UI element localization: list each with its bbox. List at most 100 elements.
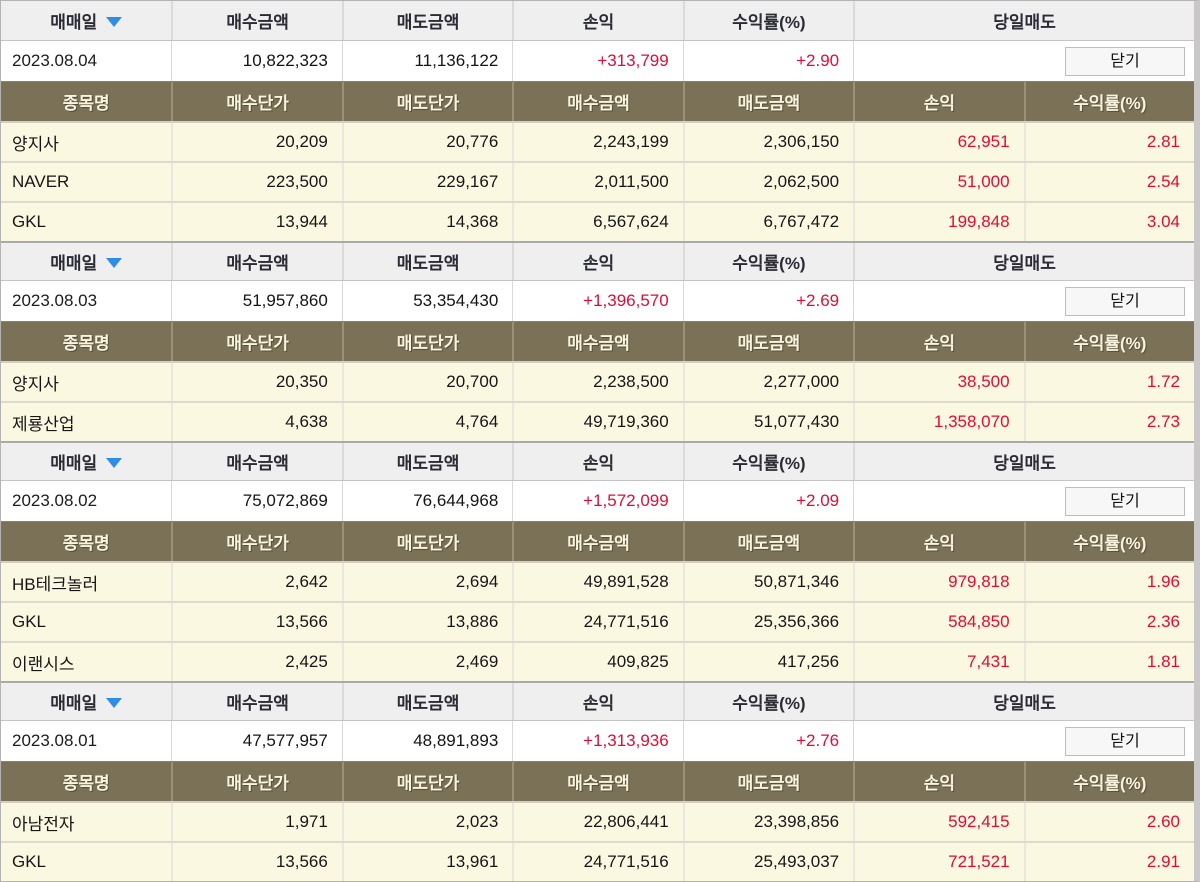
rate-total-value: +2.76 [682, 721, 853, 761]
buy-price-value: 223,500 [171, 163, 341, 201]
buy-amount-value: 24,771,516 [512, 843, 682, 881]
col-header-sell-amount: 매도금액 [682, 762, 853, 801]
rate-value: 1.72 [1023, 363, 1194, 401]
profit-value: 592,415 [853, 803, 1023, 841]
buy-amount-value: 6,567,624 [512, 203, 682, 241]
col-header-profit-total: 손익 [512, 1, 682, 40]
sell-amount-value: 6,767,472 [682, 203, 853, 241]
stock-row: 양지사 20,350 20,700 2,238,500 2,277,000 38… [1, 361, 1194, 401]
trade-date-value: 2023.08.03 [12, 291, 98, 310]
col-header-sell-price: 매도단가 [341, 522, 512, 561]
trade-date-value: 2023.08.04 [12, 51, 98, 70]
col-header-rate: 수익률(%) [1023, 82, 1194, 121]
day-summary-row: 2023.08.04 10,822,323 11,136,122 +313,79… [1, 41, 1194, 81]
buy-amount-value: 49,891,528 [512, 563, 682, 601]
sell-total-value: 76,644,968 [341, 481, 512, 521]
stock-row: NAVER 223,500 229,167 2,011,500 2,062,50… [1, 161, 1194, 201]
col-header-stock-name: 종목명 [62, 334, 110, 353]
buy-total-value: 75,072,869 [171, 481, 341, 521]
stock-row: 제룡산업 4,638 4,764 49,719,360 51,077,430 1… [1, 401, 1194, 441]
col-header-trade-date[interactable]: 매매일 [1, 243, 171, 280]
profit-value: 7,431 [853, 643, 1023, 681]
col-header-same-day-sell: 당일매도 [853, 1, 1194, 40]
sort-desc-icon[interactable] [106, 258, 123, 268]
col-header-trade-date[interactable]: 매매일 [1, 683, 171, 720]
profit-value: 62,951 [853, 123, 1023, 161]
col-header-buy-total: 매수금액 [171, 243, 341, 280]
trade-day-section: 매매일 매수금액 매도금액 손익 수익률(%) 당일매도 2023.08.01 … [1, 681, 1194, 881]
col-header-sell-total: 매도금액 [341, 243, 512, 280]
col-header-rate-total: 수익률(%) [682, 683, 853, 720]
col-header-trade-date[interactable]: 매매일 [1, 1, 171, 40]
col-header-buy-price: 매수단가 [171, 522, 341, 561]
stock-name: 양지사 [12, 374, 59, 394]
close-button[interactable]: 닫기 [1065, 486, 1185, 516]
profit-value: 38,500 [853, 363, 1023, 401]
sort-desc-icon[interactable] [106, 698, 123, 708]
rate-value: 2.60 [1023, 803, 1194, 841]
close-button[interactable]: 닫기 [1065, 286, 1185, 316]
col-header-sell-price: 매도단가 [341, 762, 512, 801]
rate-value: 2.81 [1023, 123, 1194, 161]
buy-price-value: 1,971 [171, 803, 341, 841]
buy-price-value: 2,642 [171, 563, 341, 601]
col-header-sell-total: 매도금액 [341, 1, 512, 40]
col-header-trade-date[interactable]: 매매일 [1, 443, 171, 480]
stock-rows: 양지사 20,350 20,700 2,238,500 2,277,000 38… [1, 361, 1194, 441]
col-header-rate-total: 수익률(%) [682, 1, 853, 40]
sell-price-value: 14,368 [341, 203, 512, 241]
buy-price-value: 20,209 [171, 123, 341, 161]
profit-total-value: +1,572,099 [512, 481, 682, 521]
close-button-cell: 닫기 [853, 281, 1194, 321]
sort-desc-icon[interactable] [106, 17, 123, 27]
sell-price-value: 20,700 [341, 363, 512, 401]
profit-value: 584,850 [853, 603, 1023, 641]
stock-name: GKL [12, 212, 47, 231]
sell-amount-value: 25,356,366 [682, 603, 853, 641]
profit-value: 51,000 [853, 163, 1023, 201]
sort-desc-icon[interactable] [106, 458, 123, 468]
col-header-sell-amount: 매도금액 [682, 522, 853, 561]
col-header-profit-total: 손익 [512, 243, 682, 280]
rate-value: 1.96 [1023, 563, 1194, 601]
col-header-profit-total: 손익 [512, 443, 682, 480]
day-summary-row: 2023.08.03 51,957,860 53,354,430 +1,396,… [1, 281, 1194, 321]
col-header-profit: 손익 [853, 762, 1023, 801]
rate-total-value: +2.09 [682, 481, 853, 521]
buy-price-value: 20,350 [171, 363, 341, 401]
stock-name: HB테크놀러 [12, 574, 99, 594]
sell-price-value: 2,469 [341, 643, 512, 681]
stock-header-row: 종목명 매수단가 매도단가 매수금액 매도금액 손익 수익률(%) [1, 81, 1194, 121]
col-header-stock-name: 종목명 [62, 534, 110, 553]
profit-total-value: +313,799 [512, 41, 682, 81]
buy-amount-value: 2,243,199 [512, 123, 682, 161]
rate-value: 2.36 [1023, 603, 1194, 641]
sell-price-value: 13,886 [341, 603, 512, 641]
sell-amount-value: 50,871,346 [682, 563, 853, 601]
sell-amount-value: 23,398,856 [682, 803, 853, 841]
close-button[interactable]: 닫기 [1065, 726, 1185, 756]
rate-total-value: +2.69 [682, 281, 853, 321]
stock-rows: 아남전자 1,971 2,023 22,806,441 23,398,856 5… [1, 801, 1194, 881]
day-summary-row: 2023.08.01 47,577,957 48,891,893 +1,313,… [1, 721, 1194, 761]
col-header-sell-amount: 매도금액 [682, 82, 853, 121]
col-header-sell-price: 매도단가 [341, 82, 512, 121]
col-header-same-day-sell: 당일매도 [853, 243, 1194, 280]
col-header-rate: 수익률(%) [1023, 522, 1194, 561]
col-header-buy-total: 매수금액 [171, 683, 341, 720]
trade-day-section: 매매일 매수금액 매도금액 손익 수익률(%) 당일매도 2023.08.04 … [1, 1, 1194, 241]
close-button[interactable]: 닫기 [1065, 46, 1185, 76]
stock-name: 제룡산업 [12, 414, 75, 434]
sell-amount-value: 2,306,150 [682, 123, 853, 161]
sell-total-value: 48,891,893 [341, 721, 512, 761]
profit-value: 1,358,070 [853, 403, 1023, 441]
trade-date-label: 매매일 [50, 454, 98, 473]
stock-header-row: 종목명 매수단가 매도단가 매수금액 매도금액 손익 수익률(%) [1, 761, 1194, 801]
rate-value: 2.54 [1023, 163, 1194, 201]
buy-amount-value: 49,719,360 [512, 403, 682, 441]
col-header-rate-total: 수익률(%) [682, 443, 853, 480]
stock-rows: HB테크놀러 2,642 2,694 49,891,528 50,871,346… [1, 561, 1194, 681]
col-header-buy-total: 매수금액 [171, 1, 341, 40]
trade-date-value: 2023.08.02 [12, 491, 98, 510]
